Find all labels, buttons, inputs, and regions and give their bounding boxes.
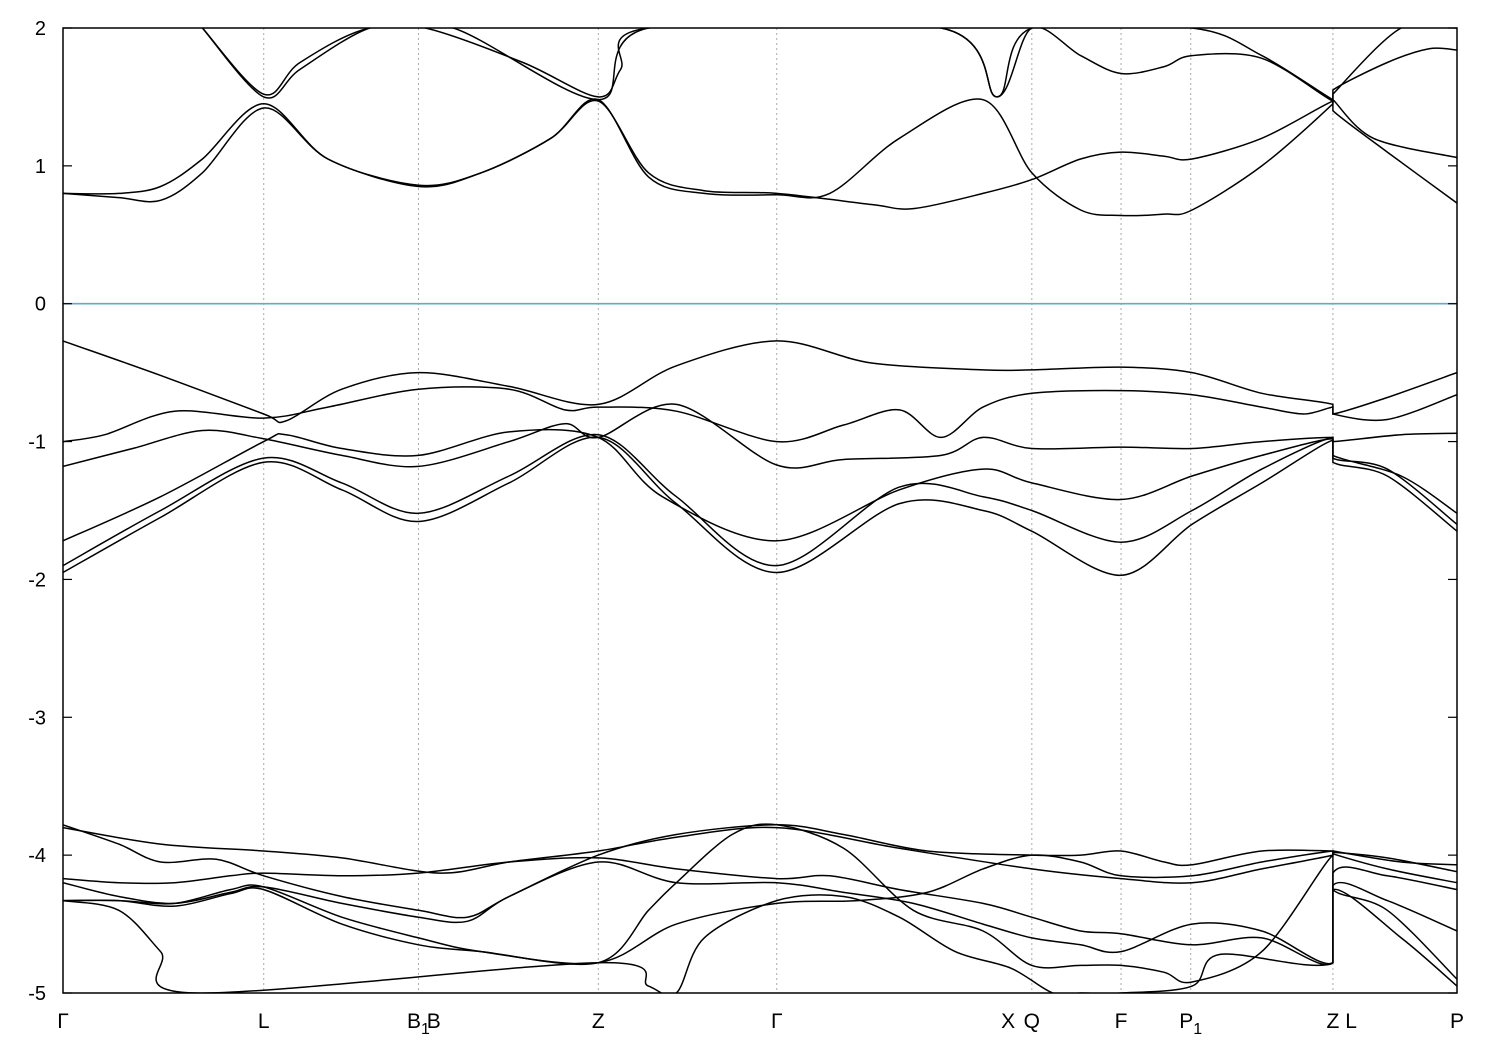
band-line xyxy=(63,433,1457,567)
band-line xyxy=(63,436,1457,577)
kpoint-subscript: 1 xyxy=(421,1021,430,1038)
band-line xyxy=(201,28,1457,101)
kpoint-label: Z xyxy=(592,1010,605,1033)
band-line xyxy=(63,99,1457,210)
kpoint-label: P xyxy=(1450,1010,1464,1033)
kpoint-label: P1 xyxy=(1179,1010,1202,1038)
band-line xyxy=(63,428,1457,542)
high-symmetry-lines xyxy=(263,28,1334,993)
y-tick-label: 2 xyxy=(35,18,46,40)
y-tick-label: 0 xyxy=(35,294,46,316)
y-tick-label: -3 xyxy=(28,707,46,729)
band-line xyxy=(63,826,1457,884)
y-tick-label: -5 xyxy=(28,983,46,1005)
band-line xyxy=(63,850,1457,965)
kpoint-label: Γ xyxy=(771,1010,783,1033)
band-line xyxy=(63,386,1457,443)
y-tick-label: -1 xyxy=(28,432,46,454)
kpoint-label: L xyxy=(258,1010,270,1033)
band-curves xyxy=(63,28,1457,993)
kpoint-label: X xyxy=(1001,1010,1015,1033)
kpoint-label: Q xyxy=(1024,1010,1040,1033)
kpoint-label: B xyxy=(427,1010,441,1033)
band-line xyxy=(201,28,1457,103)
band-line xyxy=(63,823,1457,984)
band-line xyxy=(63,888,1457,993)
plot-frame xyxy=(62,27,1458,994)
kpoint-label: Z xyxy=(1327,1010,1340,1033)
kpoint-label: L xyxy=(1345,1010,1357,1033)
band-line xyxy=(63,403,1457,469)
band-line xyxy=(63,340,1457,424)
y-tick-label: -2 xyxy=(28,569,46,591)
y-axis: 2 1 0 -1 -2 -3 -4 -5 xyxy=(28,18,1457,1005)
x-axis: Γ L B1B Z Γ X Q F P1 Z L P xyxy=(57,1010,1464,1038)
y-tick-label: -4 xyxy=(28,845,46,867)
kpoint-label: F xyxy=(1115,1010,1128,1033)
band-line xyxy=(63,856,1457,966)
y-tick-label: 1 xyxy=(35,156,46,178)
band-line xyxy=(63,98,1457,217)
kpoint-label: Γ xyxy=(57,1010,69,1033)
kpoint-subscript: 1 xyxy=(1193,1021,1202,1038)
